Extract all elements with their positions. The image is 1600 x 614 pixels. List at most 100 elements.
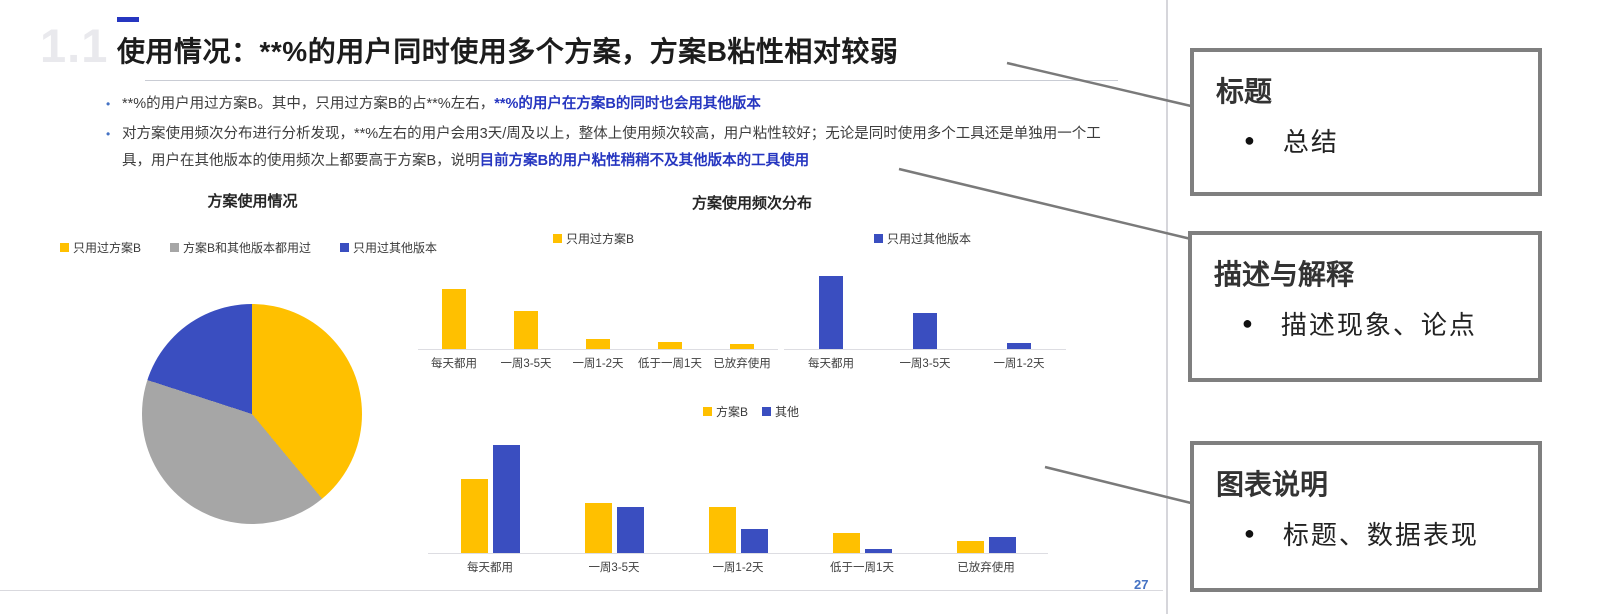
bar-category-label: 已放弃使用	[957, 562, 1015, 574]
annotation-box-title: 标题 ● 总结	[1190, 48, 1542, 196]
page-number: 27	[1134, 577, 1149, 590]
bar-category-label: 已放弃使用	[713, 358, 771, 370]
bar-stack	[706, 287, 778, 350]
legend-label: 方案B和其他版本都用过	[183, 241, 312, 255]
bar-group: 一周3-5天	[490, 287, 562, 371]
bullet-item: • **%的用户用过方案B。其中，只用过方案B的占**%左右，**%的用户在方案B…	[106, 91, 1106, 118]
legend-swatch-blue	[762, 407, 772, 416]
accent-dash	[117, 17, 139, 22]
bar-stack	[972, 274, 1066, 350]
vertical-divider-line	[1166, 0, 1168, 614]
bar-group: 低于一周1天	[634, 287, 706, 371]
connector-line-chart	[1044, 465, 1192, 505]
annotation-bullet-text: 总结	[1282, 127, 1339, 157]
bar-stack	[562, 287, 634, 350]
bar	[442, 289, 466, 349]
annotation-heading: 图表说明	[1216, 469, 1329, 500]
bar-group: 一周3-5天	[878, 274, 972, 371]
bar-group: 已放弃使用	[706, 287, 778, 371]
legend-label: 只用过方案B	[566, 232, 635, 246]
pie-chart	[142, 304, 362, 524]
bar-group: 每天都用	[784, 274, 878, 371]
bullet-list: • **%的用户用过方案B。其中，只用过方案B的占**%左右，**%的用户在方案B…	[106, 91, 1106, 178]
bar	[492, 445, 520, 553]
bar-category-label: 一周1-2天	[572, 358, 624, 370]
pie-chart-title: 方案使用情况	[207, 193, 298, 210]
bar-group: 一周1-2天	[972, 274, 1066, 371]
bar	[616, 507, 644, 553]
bar-category-label: 每天都用	[431, 358, 477, 370]
bar	[584, 503, 612, 553]
legend-item: 只用过方案B	[553, 230, 634, 247]
bar-stack	[418, 287, 490, 350]
bar-group: 每天都用	[428, 441, 552, 575]
annotation-heading: 描述与解释	[1214, 259, 1355, 290]
bullet-dot: ●	[1242, 313, 1253, 333]
bar	[1007, 343, 1031, 349]
legend-swatch-yellow	[553, 234, 562, 243]
bar	[740, 529, 768, 553]
legend-label: 其他	[775, 405, 800, 419]
bar-group: 每天都用	[418, 287, 490, 371]
annotation-bullet: ● 总结	[1244, 122, 1538, 159]
bar-stack	[490, 287, 562, 350]
bar	[988, 537, 1016, 553]
bar-stack	[784, 274, 878, 350]
legend-item: 只用过方案B	[60, 239, 141, 256]
legend-label: 方案B	[716, 405, 749, 419]
bar	[913, 313, 937, 349]
slide-bottom-border	[0, 590, 1163, 591]
bar-category-label: 一周3-5天	[500, 358, 552, 370]
bar-chart-only-plan-b: 每天都用 一周3-5天 一周1-2天 低于一周1天 已放弃使用	[418, 287, 778, 371]
bar-stack	[428, 441, 552, 554]
slide-title: 使用情况：**%的用户同时使用多个方案，方案B粘性相对较弱	[117, 36, 899, 67]
section-number: 1.1	[40, 19, 109, 72]
bar-group: 一周1-2天	[562, 287, 634, 371]
bar-group: 低于一周1天	[800, 441, 924, 575]
bar-category-label: 低于一周1天	[830, 562, 894, 574]
legend-label: 只用过其他版本	[887, 232, 972, 246]
legend-item: 方案B	[703, 403, 748, 420]
bar	[658, 342, 682, 349]
bar-stack	[800, 441, 924, 554]
annotation-bullet-text: 描述现象、论点	[1280, 310, 1477, 340]
legend-swatch-yellow	[60, 243, 69, 252]
legend-item: 方案B和其他版本都用过	[170, 239, 311, 256]
bar-stack	[924, 441, 1048, 554]
legend-item: 只用过其他版本	[874, 230, 971, 247]
bar-category-label: 低于一周1天	[638, 358, 702, 370]
bar-category-label: 每天都用	[467, 562, 513, 574]
legend-swatch-blue	[340, 243, 350, 252]
title-underline	[145, 80, 1118, 81]
legend-grouped: 方案B 其他	[703, 403, 799, 420]
grouped-bar-chart: 每天都用 一周3-5天 一周1-2天 低于一周1天 已放弃使用	[428, 441, 1048, 575]
legend-only-other: 只用过其他版本	[874, 230, 971, 247]
bar	[864, 549, 892, 553]
legend-swatch-yellow	[703, 407, 712, 416]
bar	[819, 276, 843, 349]
bar-stack	[634, 287, 706, 350]
bar-group: 一周1-2天	[676, 441, 800, 575]
bar	[730, 344, 754, 349]
bar-category-label: 一周3-5天	[588, 562, 640, 574]
annotation-bullet: ● 标题、数据表现	[1244, 515, 1538, 552]
annotation-bullet: ● 描述现象、论点	[1242, 305, 1538, 342]
bullet-text: **%的用户用过方案B。其中，只用过方案B的占**%左右，**%的用户在方案B的…	[122, 96, 761, 112]
legend-swatch-blue	[874, 234, 883, 243]
annotation-box-chart-notes: 图表说明 ● 标题、数据表现	[1190, 441, 1542, 592]
bar-category-label: 一周1-2天	[712, 562, 764, 574]
bar	[956, 541, 984, 553]
bar	[832, 533, 860, 553]
bullet-dot: •	[106, 97, 111, 111]
bar	[514, 311, 538, 349]
annotation-box-description: 描述与解释 ● 描述现象、论点	[1188, 231, 1542, 382]
bullet-text: 对方案使用频次分布进行分析发现，**%左右的用户会用3天/周及以上，整体上使用频…	[122, 126, 1101, 169]
bar-group: 一周3-5天	[552, 441, 676, 575]
legend-swatch-gray	[170, 243, 180, 252]
pie-legend: 只用过方案B 方案B和其他版本都用过 只用过其他版本	[60, 239, 437, 256]
annotation-heading: 标题	[1216, 76, 1273, 107]
legend-label: 只用过其他版本	[353, 241, 438, 255]
bar-stack	[878, 274, 972, 350]
bar	[586, 339, 610, 349]
